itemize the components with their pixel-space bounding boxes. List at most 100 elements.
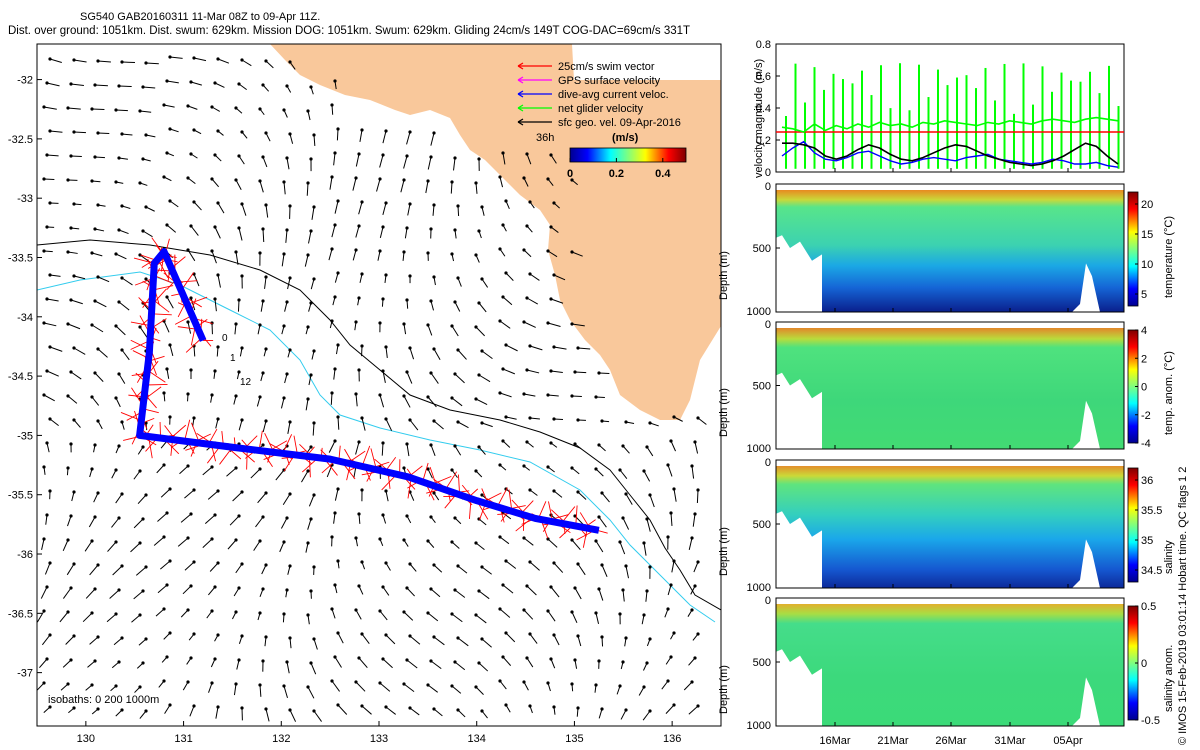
velocity-panel: 0 0.2 0.4 0.6 0.8 velocity magnitude (m/s) bbox=[753, 39, 1125, 179]
geo-vector bbox=[241, 59, 252, 67]
geo-vector-head bbox=[240, 562, 244, 566]
geo-vector-head bbox=[501, 223, 505, 227]
geo-vector-head bbox=[573, 442, 577, 446]
geo-vector-head bbox=[186, 680, 190, 684]
geo-vector-head bbox=[336, 199, 340, 203]
geo-vector bbox=[43, 322, 57, 327]
geo-vector-head bbox=[618, 612, 622, 616]
geo-vector bbox=[595, 468, 604, 477]
geo-vector-head bbox=[330, 535, 334, 539]
legend-arrowhead-4 bbox=[517, 118, 524, 126]
geo-vector-head bbox=[240, 418, 244, 422]
geo-vector-head bbox=[66, 394, 70, 398]
geo-vector bbox=[226, 467, 237, 477]
geo-vector bbox=[133, 518, 144, 529]
geo-vector-head bbox=[309, 589, 313, 593]
geo-vector-head bbox=[162, 463, 166, 467]
geo-vector bbox=[453, 157, 456, 171]
geo-vector bbox=[193, 273, 200, 287]
geo-vector bbox=[40, 586, 48, 599]
geo-vector-head bbox=[405, 442, 409, 446]
geo-vector-head bbox=[690, 680, 694, 684]
geo-vector-head bbox=[474, 541, 478, 545]
geo-vector-head bbox=[216, 489, 220, 493]
geo-vector-head bbox=[645, 517, 649, 521]
geo-vector bbox=[306, 182, 309, 196]
geo-vector bbox=[163, 320, 170, 333]
geo-vector bbox=[406, 131, 411, 145]
geo-vector bbox=[310, 662, 317, 675]
geo-vector bbox=[427, 396, 437, 408]
geo-vector-head bbox=[696, 704, 700, 708]
geo-vector bbox=[454, 589, 466, 598]
geo-vector-head bbox=[186, 464, 190, 468]
geo-vector-head bbox=[360, 488, 364, 492]
geo-vector-head bbox=[186, 536, 190, 540]
geo-vector bbox=[97, 276, 110, 283]
geo-vector-head bbox=[360, 704, 364, 708]
geo-vector bbox=[179, 465, 189, 475]
geo-vector-head bbox=[504, 415, 508, 419]
geo-vector-head bbox=[498, 535, 502, 539]
geo-vector bbox=[209, 562, 219, 572]
geo-vector-head bbox=[213, 297, 217, 301]
section-field bbox=[776, 604, 1124, 726]
geo-vector-head bbox=[42, 177, 46, 181]
geo-vector-head bbox=[48, 561, 52, 565]
geo-vector-head bbox=[645, 661, 649, 665]
geo-vector bbox=[478, 590, 490, 600]
geo-vector-head bbox=[621, 660, 625, 664]
geo-vector-head bbox=[336, 343, 340, 347]
geo-vector bbox=[499, 680, 507, 690]
geo-vector-head bbox=[234, 538, 238, 542]
geo-vector-head bbox=[429, 515, 433, 519]
geo-vector bbox=[305, 542, 309, 553]
geo-vector-head bbox=[165, 151, 169, 155]
section-colorbar-tick-label: 35 bbox=[1141, 535, 1153, 547]
geo-vector-head bbox=[48, 705, 52, 709]
geo-vector-head bbox=[546, 249, 550, 253]
geo-vector-head bbox=[312, 133, 316, 137]
geo-vector-head bbox=[357, 296, 361, 300]
geo-vector-head bbox=[186, 320, 190, 324]
geo-vector-head bbox=[282, 684, 286, 688]
geo-vector bbox=[451, 685, 462, 694]
geo-vector-head bbox=[138, 325, 142, 329]
legend-label-4: sfc geo. vel. 09-Apr-2016 bbox=[558, 117, 681, 129]
geo-vector bbox=[696, 489, 699, 504]
geo-vector-head bbox=[144, 133, 148, 137]
geo-vector-head bbox=[144, 493, 148, 497]
geo-vector-head bbox=[573, 586, 577, 590]
geo-vector-head bbox=[240, 706, 244, 710]
geo-vector bbox=[670, 440, 676, 452]
geo-vector-head bbox=[336, 271, 340, 275]
geo-vector-head bbox=[48, 489, 52, 493]
geo-vector bbox=[308, 230, 312, 244]
geo-vector-head bbox=[669, 583, 673, 587]
geo-vector-head bbox=[66, 682, 70, 686]
geo-vector-head bbox=[552, 417, 556, 421]
series-geostrophic-velocity bbox=[782, 142, 1119, 167]
geo-vector bbox=[166, 368, 170, 379]
geo-vector-head bbox=[333, 151, 337, 155]
geo-vector bbox=[283, 685, 288, 699]
geo-vector-head bbox=[522, 320, 526, 324]
geo-vector-head bbox=[384, 273, 388, 277]
geo-vector bbox=[94, 300, 107, 308]
geo-vector bbox=[307, 518, 312, 530]
geo-vector-head bbox=[570, 250, 574, 254]
geo-vector bbox=[163, 104, 175, 108]
geo-vector-head bbox=[162, 103, 166, 107]
geo-vector-head bbox=[597, 371, 601, 375]
geo-vector bbox=[425, 180, 429, 194]
speed-colorbar-ticks: 0 0.2 0.4 bbox=[567, 158, 671, 180]
section-y-tick-label: 1000 bbox=[747, 306, 771, 318]
geo-vector bbox=[207, 490, 219, 500]
geo-vector bbox=[115, 109, 128, 112]
geo-vector-head bbox=[381, 297, 385, 301]
geo-vector bbox=[406, 659, 418, 669]
geo-vector bbox=[89, 564, 99, 576]
geo-vector-head bbox=[621, 444, 625, 448]
geo-vector-head bbox=[282, 324, 286, 328]
